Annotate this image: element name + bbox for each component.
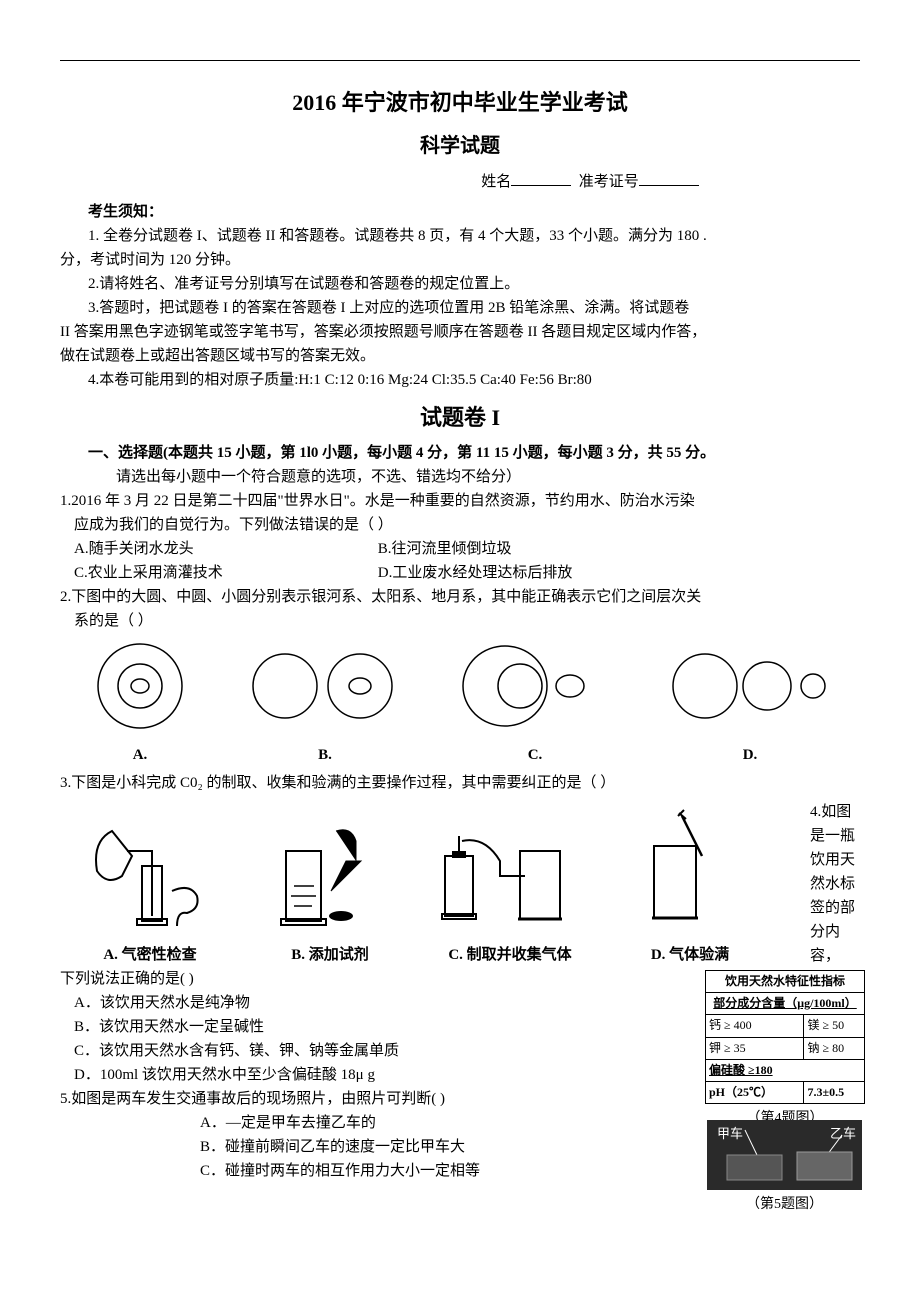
instruction-2: 2.请将姓名、准考证号分别填写在试题卷和答题卷的规定位置上。 [60,272,860,296]
q3-svg-A [82,801,212,931]
id-blank [639,185,699,186]
q2-text: 2.下图中的大圆、中圆、小圆分别表示银河系、太阳系、地月系，其中能正确表示它们之… [60,585,860,609]
q3-labels: A. 气密性检查 B. 添加试剂 C. 制取并收集气体 D. 气体验满 [60,943,860,967]
q3-diagram-D [624,801,744,939]
q2-diagram-B: B. [250,641,400,767]
q3-diagram-A [82,801,212,939]
q2-diagram-A: A. [90,641,190,767]
section-1-heading-bold: 一、选择题(本题共 15 小题，第 1l0 小题，每小题 4 分，第 11 15… [88,445,715,461]
q2-svg-B [250,641,400,731]
q2-text2: 系的是（ ） [60,609,860,633]
q4-table: 饮用天然水特征性指标 部分成分含量（μg/100ml） 钙 ≥ 400镁 ≥ 5… [705,970,865,1104]
q5-photo: 甲车 乙车 [707,1120,862,1190]
section-1-heading-2: 请选出每小题中一个符合题意的选项，不选、错选均不给分） [60,465,860,489]
q4-r2b: 钠 ≥ 80 [804,1037,865,1059]
q5-caption: （第5题图） [707,1194,862,1216]
name-blank [511,185,571,186]
instruction-3: 3.答题时，把试题卷 I 的答案在答题卷 I 上对应的选项位置用 2B 铅笔涂黑… [60,296,860,320]
id-label: 准考证号 [579,174,639,190]
name-id-line: 姓名 准考证号 [60,170,860,194]
q2-svg-A [90,641,190,731]
q4-r3: 偏硅酸 ≥180 [706,1059,865,1081]
instruction-4: 4.本卷可能用到的相对原子质量:H:1 C:12 0:16 Mg:24 Cl:3… [60,368,860,392]
instructions-heading: 考生须知： [60,200,860,224]
name-label: 姓名 [481,174,511,190]
q4-table-box: 饮用天然水特征性指标 部分成分含量（μg/100ml） 钙 ≥ 400镁 ≥ 5… [705,970,865,1131]
exam-title: 2016 年宁波市初中毕业生学业考试 [60,85,860,120]
q4-table-subtitle: 部分成分含量（μg/100ml） [706,993,865,1015]
q1-optD: D.工业废水经处理达标后排放 [378,565,573,581]
q4-intro: 4.如图是一瓶饮用天然水标签的部分内容， [810,800,860,968]
q4-table-title: 饮用天然水特征性指标 [706,971,865,993]
q3-svg-D [624,801,744,931]
section-1-heading: 一、选择题(本题共 15 小题，第 1l0 小题，每小题 4 分，第 11 15… [60,441,860,465]
q5-image-box: 甲车 乙车 （第5题图） [707,1120,862,1216]
q3-label-A: A. 气密性检查 [75,943,225,967]
q1-text: 1.2016 年 3 月 22 日是第二十四届"世界水日"。水是一种重要的自然资… [60,489,860,513]
q3-text: 3.下图是小科完成 C0₂ 的制取、收集和验满的主要操作过程，其中需要纠正的是（… [60,771,860,795]
q3-label-B: B. 添加试剂 [255,943,405,967]
top-rule [60,60,860,61]
q1-optB: B.往河流里倾倒垃圾 [378,541,512,557]
q2-label-B: B. [250,743,400,767]
q2-diagrams: A. B. C. D. [60,641,860,767]
instruction-3b: II 答案用黑色字迹钢笔或签字笔书写，答案必须按照题号顺序在答题卷 II 各题目… [60,320,860,344]
q2-diagram-D: D. [670,641,830,767]
q4-r1b: 镁 ≥ 50 [804,1015,865,1037]
q1-optC: C.农业上采用滴灌技术 [74,561,374,585]
instruction-1b: 分，考试时间为 120 分钟。 [60,248,860,272]
q3-label-C: C. 制取并收集气体 [435,943,585,967]
q3-svg-C [430,801,580,931]
q2-diagram-C: C. [460,641,610,767]
section-1-title: 试题卷 I [60,400,860,435]
q1-optA: A.随手关闭水龙头 [74,537,374,561]
q3-svg-B [256,801,386,931]
q3-diagrams [60,801,860,939]
exam-subtitle: 科学试题 [60,130,860,162]
q2-svg-C [460,641,610,731]
q5-svg [707,1120,862,1190]
q3-diagram-C [430,801,580,939]
q4-r4b: 7.3±0.5 [804,1081,865,1103]
q1-opts-cd: C.农业上采用滴灌技术 D.工业废水经处理达标后排放 [60,561,860,585]
q3-label-D: D. 气体验满 [615,943,765,967]
q1-opts-ab: A.随手关闭水龙头 B.往河流里倾倒垃圾 [60,537,860,561]
q4-r2a: 钾 ≥ 35 [706,1037,804,1059]
q1-text2: 应成为我们的自觉行为。下列做法错误的是（ ） [60,513,860,537]
instruction-1: 1. 全卷分试题卷 I、试题卷 II 和答题卷。试题卷共 8 页，有 4 个大题… [60,224,860,248]
q4-r4a: pH（25℃） [706,1081,804,1103]
q2-svg-D [670,641,830,731]
q2-label-A: A. [90,743,190,767]
q2-label-C: C. [460,743,610,767]
q2-label-D: D. [670,743,830,767]
q3-diagram-B [256,801,386,939]
instruction-3c: 做在试题卷上或超出答题区域书写的答案无效。 [60,344,860,368]
q4-r1a: 钙 ≥ 400 [706,1015,804,1037]
